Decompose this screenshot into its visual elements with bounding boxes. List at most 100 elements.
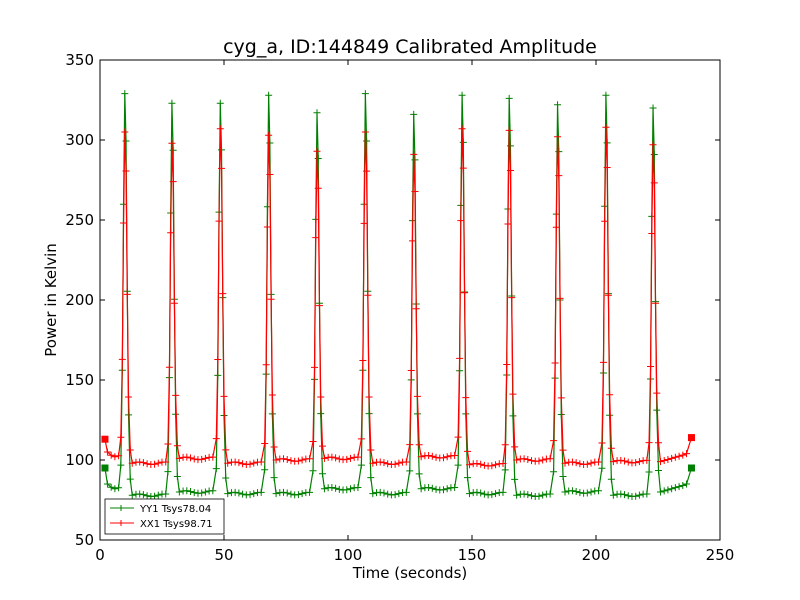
data-point <box>506 167 514 175</box>
data-point <box>136 490 144 498</box>
data-point <box>647 363 655 371</box>
data-point <box>212 465 220 473</box>
data-point <box>464 474 472 482</box>
data-point <box>128 459 136 467</box>
data-point <box>170 299 178 307</box>
data-point <box>411 156 419 164</box>
data-point <box>621 491 629 499</box>
data-point <box>415 470 423 478</box>
data-point <box>552 223 560 231</box>
data-point <box>268 391 276 399</box>
data-point <box>594 458 602 466</box>
data-point <box>643 490 651 498</box>
data-point <box>343 455 351 463</box>
data-point <box>154 459 162 467</box>
data-point <box>391 491 399 499</box>
data-point <box>635 491 643 499</box>
x-tick-label: 150 <box>458 546 487 564</box>
data-point <box>535 457 543 465</box>
data-point <box>602 91 610 99</box>
data-point <box>107 451 115 459</box>
data-point <box>649 141 657 149</box>
data-point <box>459 138 467 146</box>
data-point <box>246 491 254 499</box>
x-tick-label: 250 <box>706 546 735 564</box>
data-point <box>488 462 496 470</box>
data-point <box>509 412 517 420</box>
data-point <box>650 150 658 158</box>
data-point <box>261 440 269 448</box>
legend-marker-xx1 <box>118 520 124 526</box>
data-point <box>298 456 306 464</box>
data-point <box>175 488 183 496</box>
data-point <box>504 220 512 228</box>
data-point <box>505 126 513 134</box>
data-point <box>687 464 695 472</box>
data-point <box>169 146 177 154</box>
data-point <box>568 458 576 466</box>
data-point <box>335 485 343 493</box>
legend-box <box>104 498 225 535</box>
data-point <box>216 99 224 107</box>
data-point <box>103 448 111 456</box>
data-point <box>451 484 459 492</box>
data-point <box>412 305 420 313</box>
data-point <box>594 487 602 495</box>
data-point <box>190 455 198 463</box>
data-point <box>524 491 532 499</box>
data-point <box>266 139 274 147</box>
data-point <box>408 237 416 245</box>
data-point <box>317 393 325 401</box>
data-point <box>121 128 129 136</box>
data-point <box>624 492 632 500</box>
data-point <box>239 460 247 468</box>
y-tick-label: 200 <box>65 291 94 309</box>
data-point <box>572 459 580 467</box>
data-point <box>231 458 239 466</box>
data-point <box>272 490 280 498</box>
data-point <box>528 492 536 500</box>
data-point <box>139 459 147 467</box>
data-point <box>246 460 254 468</box>
data-point <box>635 458 643 466</box>
data-point <box>283 455 291 463</box>
data-point <box>458 91 466 99</box>
data-point <box>664 486 672 494</box>
data-point <box>369 459 377 467</box>
data-point <box>654 439 662 447</box>
data-point <box>267 295 275 303</box>
data-point <box>668 454 676 462</box>
data-point <box>395 490 403 498</box>
data-point <box>231 488 239 496</box>
data-point <box>568 487 576 495</box>
data-point <box>609 458 617 466</box>
data-point <box>354 453 362 461</box>
data-point <box>214 356 222 364</box>
data-point <box>632 459 640 467</box>
y-tick-label: 250 <box>65 211 94 229</box>
data-point <box>169 178 177 186</box>
data-point <box>167 229 175 237</box>
data-point <box>459 164 467 172</box>
data-point <box>270 443 278 451</box>
data-point <box>524 455 532 463</box>
data-point <box>413 392 421 400</box>
data-point <box>314 184 322 192</box>
data-point <box>660 487 668 495</box>
data-point <box>617 490 625 498</box>
data-point <box>272 456 280 464</box>
data-point <box>262 361 270 369</box>
series-points-xx1 <box>101 123 695 470</box>
data-point <box>376 458 384 466</box>
data-point <box>367 446 375 454</box>
data-point <box>428 452 436 460</box>
data-point <box>117 461 125 469</box>
data-point <box>587 488 595 496</box>
data-point <box>391 460 399 468</box>
data-point <box>652 299 660 307</box>
data-point <box>209 487 217 495</box>
data-point <box>546 455 554 463</box>
data-point <box>653 389 661 397</box>
data-point <box>162 490 170 498</box>
